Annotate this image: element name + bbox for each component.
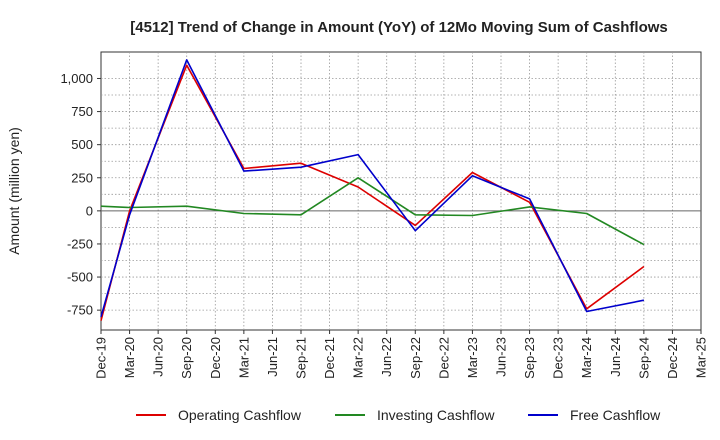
x-tick-label: Mar-24 (579, 337, 594, 378)
x-tick-label: Mar-23 (465, 337, 480, 378)
x-tick-label: Dec-20 (208, 337, 223, 379)
chart-title: [4512] Trend of Change in Amount (YoY) o… (130, 19, 668, 36)
y-tick-label: -750 (67, 303, 93, 318)
x-tick-label: Dec-19 (94, 337, 109, 379)
x-axis-ticks: Dec-19 Mar-20 Jun-20 Sep-20 Dec-20 Mar-21 Jun-… (94, 330, 709, 379)
legend: Operating Cashflow Investing Cashflow Free… (136, 407, 661, 423)
y-tick-label: 1,000 (60, 71, 93, 86)
x-tick-label: Jun-22 (379, 337, 394, 377)
series-layer (100, 59, 645, 321)
y-tick-label: 500 (71, 137, 93, 152)
x-tick-label: Dec-24 (665, 337, 680, 379)
investing-cashflow-line (100, 177, 645, 246)
y-tick-label: 250 (71, 170, 93, 185)
legend-label-free-cashflow: Free Cashflow (570, 407, 661, 423)
x-tick-label: Mar-20 (122, 337, 137, 378)
x-tick-label: Sep-20 (179, 337, 194, 379)
x-tick-label: Mar-25 (694, 337, 709, 378)
x-tick-label: Jun-24 (608, 337, 623, 377)
plot-frame (100, 51, 702, 331)
x-tick-label: Sep-21 (294, 337, 309, 379)
x-tick-label: Mar-22 (351, 337, 366, 378)
x-tick-label: Jun-20 (151, 337, 166, 377)
x-tick-label: Jun-21 (265, 337, 280, 377)
plot-area (100, 51, 702, 331)
x-tick-label: Jun-23 (494, 337, 509, 377)
x-tick-label: Mar-21 (236, 337, 251, 378)
grid-lines (101, 52, 701, 330)
x-tick-label: Sep-22 (408, 337, 423, 379)
x-tick-label: Dec-23 (551, 337, 566, 379)
y-tick-label: 750 (71, 104, 93, 119)
legend-label-operating-cashflow: Operating Cashflow (178, 407, 302, 423)
x-tick-label: Sep-24 (636, 337, 651, 379)
y-tick-label: -250 (67, 236, 93, 251)
x-tick-label: Sep-23 (522, 337, 537, 379)
y-axis-label: Amount (million yen) (6, 127, 22, 255)
y-tick-label: -500 (67, 270, 93, 285)
legend-label-investing-cashflow: Investing Cashflow (377, 407, 495, 423)
y-tick-label: 0 (86, 203, 93, 218)
free-cashflow-line (100, 59, 645, 318)
x-tick-label: Dec-21 (322, 337, 337, 379)
x-tick-label: Dec-22 (436, 337, 451, 379)
y-axis-ticks: -750 -500 -250 0 250 500 750 1,000 (60, 71, 101, 318)
